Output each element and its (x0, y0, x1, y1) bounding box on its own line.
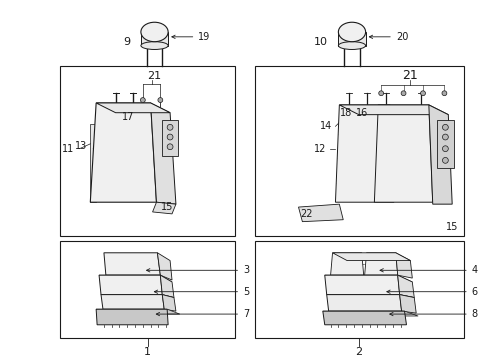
Polygon shape (395, 253, 411, 278)
Text: 20: 20 (368, 32, 407, 42)
Ellipse shape (338, 22, 365, 42)
Circle shape (442, 146, 447, 152)
Text: 9: 9 (123, 37, 131, 47)
Text: 10: 10 (313, 37, 327, 47)
Ellipse shape (141, 22, 168, 42)
Circle shape (167, 134, 173, 140)
Text: 6: 6 (386, 287, 477, 297)
Text: 21: 21 (402, 69, 417, 82)
Polygon shape (335, 105, 393, 202)
Text: 16: 16 (356, 108, 368, 118)
Polygon shape (330, 253, 363, 275)
Polygon shape (326, 294, 401, 311)
Polygon shape (96, 103, 170, 113)
Ellipse shape (338, 42, 365, 49)
Bar (60, 66, 235, 236)
Polygon shape (99, 275, 162, 294)
Text: 17: 17 (122, 112, 134, 122)
Text: 15: 15 (161, 202, 173, 212)
Bar (436, 120, 453, 168)
Polygon shape (90, 103, 156, 202)
Circle shape (442, 125, 447, 130)
Text: 8: 8 (389, 309, 477, 319)
Polygon shape (152, 202, 176, 214)
Bar (338, 32, 365, 46)
Polygon shape (397, 275, 413, 298)
Text: 1: 1 (144, 347, 151, 357)
Polygon shape (326, 294, 413, 298)
Circle shape (378, 91, 383, 96)
Polygon shape (332, 253, 409, 261)
Polygon shape (162, 294, 176, 311)
Polygon shape (322, 311, 406, 325)
Text: 2: 2 (354, 347, 362, 357)
Polygon shape (374, 105, 432, 202)
Circle shape (167, 125, 173, 130)
Text: 18: 18 (339, 108, 351, 118)
Bar (254, 66, 463, 236)
Text: 11: 11 (61, 144, 74, 154)
Text: 12: 12 (313, 144, 325, 154)
Text: 13: 13 (75, 141, 87, 151)
Circle shape (420, 91, 425, 96)
Bar (60, 241, 235, 338)
Polygon shape (101, 294, 174, 298)
Polygon shape (322, 311, 417, 316)
Circle shape (158, 98, 163, 103)
Circle shape (441, 91, 446, 96)
Circle shape (442, 157, 447, 163)
Text: 5: 5 (154, 287, 249, 297)
Circle shape (400, 91, 405, 96)
Circle shape (442, 134, 447, 140)
Circle shape (140, 98, 145, 103)
Text: 21: 21 (147, 71, 161, 81)
Polygon shape (96, 309, 168, 325)
Polygon shape (399, 294, 415, 313)
Polygon shape (101, 294, 164, 309)
Text: 15: 15 (445, 221, 457, 231)
Bar (141, 32, 168, 46)
Text: 7: 7 (156, 309, 249, 319)
Polygon shape (104, 253, 160, 275)
Polygon shape (160, 275, 174, 298)
Polygon shape (324, 275, 411, 282)
Circle shape (167, 144, 173, 150)
Polygon shape (428, 105, 451, 204)
Polygon shape (90, 125, 96, 202)
Polygon shape (339, 105, 447, 114)
Polygon shape (150, 103, 176, 204)
Bar (162, 120, 178, 157)
Text: 19: 19 (171, 32, 210, 42)
Polygon shape (99, 275, 172, 282)
Polygon shape (298, 204, 343, 222)
Polygon shape (96, 309, 180, 314)
Text: 14: 14 (319, 121, 331, 131)
Bar (254, 241, 463, 338)
Text: 4: 4 (379, 265, 477, 275)
Polygon shape (157, 253, 172, 280)
Polygon shape (324, 275, 399, 294)
Polygon shape (364, 253, 397, 275)
Text: 3: 3 (146, 265, 249, 275)
Ellipse shape (141, 42, 168, 49)
Text: 22: 22 (300, 209, 312, 219)
